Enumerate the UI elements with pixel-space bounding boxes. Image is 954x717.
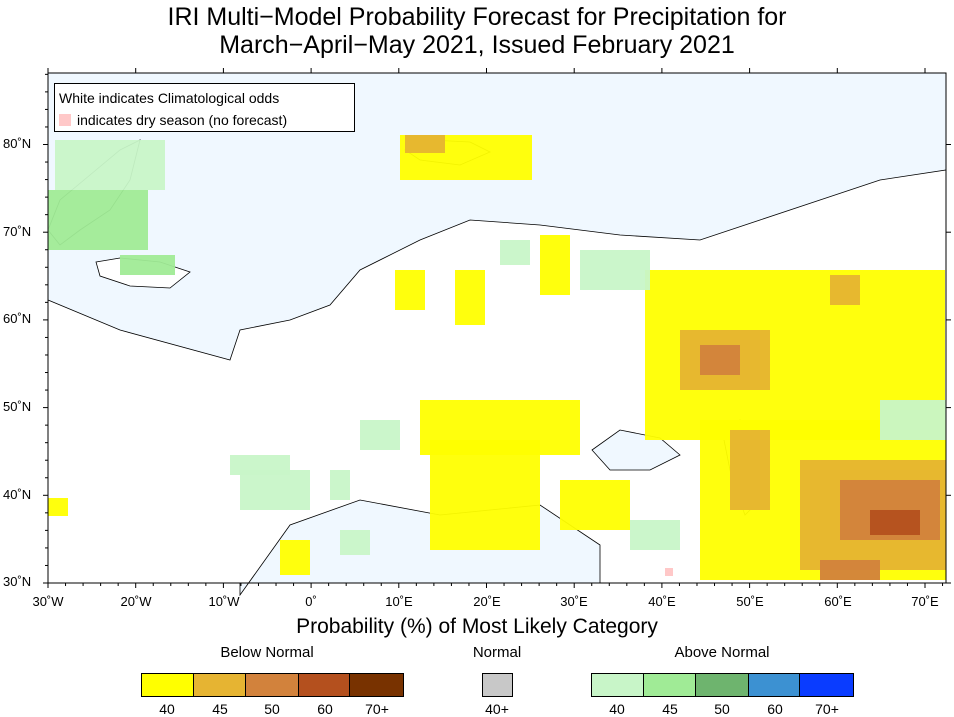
forecast-cell-27 <box>880 400 946 440</box>
below-tick-70: 70+ <box>365 701 389 717</box>
above-tick-40: 40 <box>609 701 625 717</box>
below-45-swatch <box>193 674 247 696</box>
forecast-cell-1 <box>405 135 445 153</box>
map-title-line1: IRI Multi−Model Probability Forecast for… <box>167 3 787 31</box>
above-50-swatch <box>696 674 749 696</box>
forecast-cell-17 <box>820 560 880 580</box>
forecast-cell-2 <box>395 270 425 310</box>
map-frame <box>47 72 947 584</box>
lon-label-10w: 10˚W <box>208 594 240 609</box>
lon-label-10e: 10˚E <box>385 594 413 609</box>
below-tick-45: 45 <box>212 701 228 717</box>
forecast-cell-24 <box>55 140 165 190</box>
colorbar-title: Probability (%) of Most Likely Category <box>296 615 658 638</box>
above-normal-label: Above Normal <box>674 644 770 661</box>
normal-colorbar <box>482 673 513 697</box>
map-title-line2: March−April−May 2021, Issued February 20… <box>219 31 735 59</box>
below-normal-label: Below Normal <box>220 644 314 661</box>
below-60-swatch <box>298 674 351 696</box>
lon-label-50e: 50˚E <box>736 594 764 609</box>
dry-season-swatch <box>59 114 71 126</box>
lon-label-20e: 20˚E <box>473 594 501 609</box>
below-tick-50: 50 <box>264 701 280 717</box>
lon-label-60e: 60˚E <box>824 594 852 609</box>
forecast-cell-22 <box>240 470 310 510</box>
lat-label-40n: 40˚N <box>3 487 32 502</box>
forecast-cell-18 <box>48 498 68 516</box>
below-normal-colorbar <box>141 673 404 697</box>
forecast-cell-13 <box>730 430 770 510</box>
above-45-swatch <box>643 674 697 696</box>
lon-label-20w: 20˚W <box>120 594 152 609</box>
forecast-cell-11 <box>560 480 630 530</box>
lat-label-70n: 70˚N <box>3 224 32 239</box>
forecast-cell-25 <box>120 255 175 275</box>
above-normal-colorbar <box>591 673 854 697</box>
above-tick-45: 45 <box>662 701 678 717</box>
map-legend-box: White indicates Climatological odds indi… <box>54 83 355 132</box>
below-tick-60: 60 <box>317 701 333 717</box>
forecast-cell-4 <box>540 235 570 295</box>
above-40-swatch <box>592 674 644 696</box>
forecast-cell-7 <box>700 345 740 375</box>
forecast-cell-20 <box>330 470 350 500</box>
lon-label-70e: 70˚E <box>911 594 939 609</box>
lat-label-50n: 50˚N <box>3 399 32 414</box>
forecast-cell-8 <box>830 275 860 305</box>
above-tick-50: 50 <box>714 701 730 717</box>
lat-label-30n: 30˚N <box>3 574 32 589</box>
lat-label-60n: 60˚N <box>3 311 32 326</box>
above-70-swatch <box>800 674 853 696</box>
forecast-cell-16 <box>870 510 920 535</box>
below-50-swatch <box>246 674 299 696</box>
dry-season-note: indicates dry season (no forecast) <box>77 112 288 128</box>
forecast-cell-30 <box>360 420 400 450</box>
forecast-cell-28 <box>630 520 680 550</box>
forecast-cell-3 <box>455 270 485 325</box>
below-tick-40: 40 <box>159 701 175 717</box>
above-tick-60: 60 <box>767 701 783 717</box>
lon-label-30w: 30˚W <box>32 594 64 609</box>
lon-label-30e: 30˚E <box>560 594 588 609</box>
above-tick-70: 70+ <box>815 701 839 717</box>
lat-label-80n: 80˚N <box>3 136 32 151</box>
normal-40-swatch <box>483 674 512 696</box>
normal-label: Normal <box>472 644 522 661</box>
lon-label-40e: 40˚E <box>648 594 676 609</box>
forecast-cell-23 <box>48 190 148 250</box>
above-60-swatch <box>748 674 801 696</box>
forecast-cell-10 <box>430 440 540 550</box>
forecast-cell-29 <box>500 240 530 265</box>
lon-label-0: 0˚ <box>305 594 317 609</box>
below-40-swatch <box>142 674 194 696</box>
below-70-swatch <box>350 674 403 696</box>
climatological-odds-note: White indicates Climatological odds <box>59 90 280 106</box>
dry-season-cell <box>665 568 673 576</box>
forecast-cell-26 <box>580 250 650 290</box>
normal-tick-40: 40+ <box>485 701 509 717</box>
forecast-cell-19 <box>280 540 310 575</box>
forecast-cell-31 <box>340 530 370 555</box>
